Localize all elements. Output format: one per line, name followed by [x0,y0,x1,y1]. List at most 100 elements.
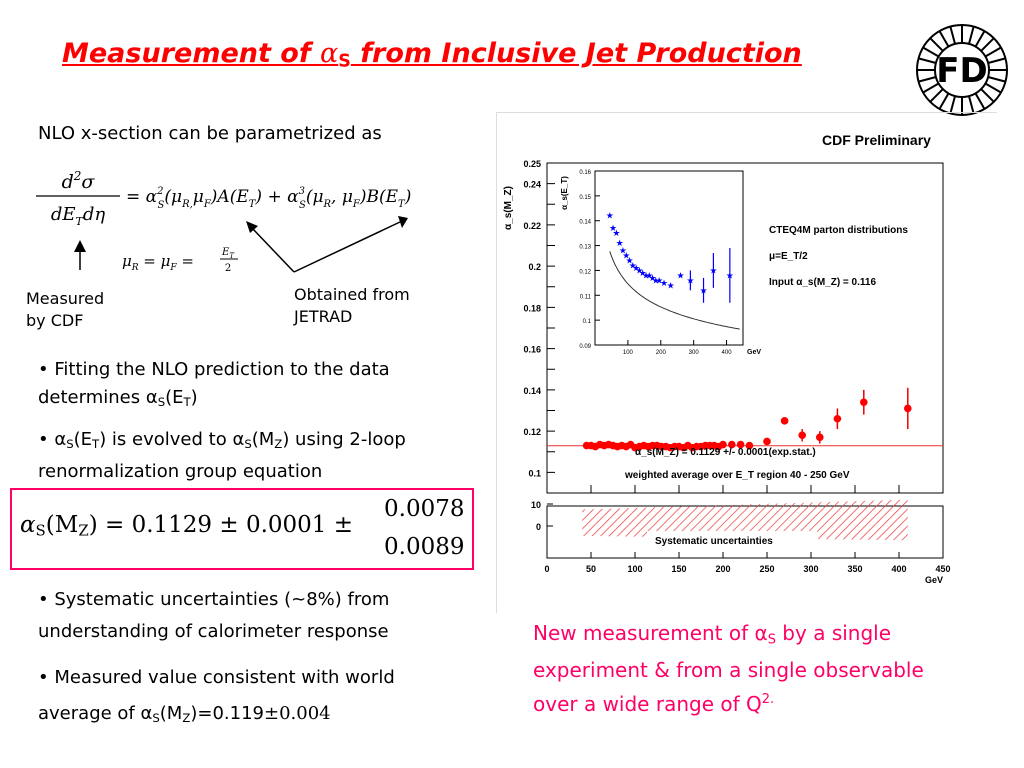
inset-x-tick-label: 300 [689,350,700,356]
inset-y-tick-label: 0.13 [579,245,591,251]
systematic-label-bg [647,531,817,547]
bullet-evolved-end: ) using 2-loop [282,429,406,450]
inset-data-point: ★ [606,212,614,222]
data-point [736,440,745,449]
annotation-arrows [74,216,408,273]
bullet-evolved-sub1: S [66,436,74,451]
data-point [780,417,789,425]
inset-frame [594,170,744,346]
bullet-world-text: average of α [38,703,153,724]
note-line1-a: New measurement of α [533,621,768,645]
sys-y-tick-label: 0 [536,522,541,532]
inset-data-point: ★ [622,252,630,262]
note-line3: over a wide range of Q2. [533,685,1013,719]
bullet-evolved-mid3: (M [251,429,275,450]
bullet-world-sub1: S [152,710,160,725]
sys-x-tick-label: 150 [671,564,686,574]
sys-x-tick-label: 50 [586,564,596,574]
bullet-fitting-sub: S [157,394,166,409]
logo-spoke [984,46,1002,58]
logo-spoke [922,82,940,94]
logo-spoke [987,76,1006,83]
result-arg-sub: Z [78,521,89,540]
result-err-down: 0.0089 [384,534,465,560]
conclusion-note: New measurement of αS by a single experi… [533,618,1013,719]
bullet-evolved-a: • α [38,429,67,450]
bullet-fitting-text: determines α [38,387,158,408]
bullet-evolved-sub2: T [92,436,100,451]
logo-letters: FD [936,51,987,91]
inset-data-point: ★ [629,261,637,271]
logo-spoke [929,88,944,103]
jetrad-label-line1: Obtained from [294,285,410,304]
data-point [798,431,806,440]
cdf-chart: CDF Preliminary 0.1 0.12 0.14 0.16 0.18 0.2 0.2… [503,132,951,585]
bullet-world-mid: (M [159,703,183,724]
title-alpha-sub: S [338,51,351,72]
note-line3-sup: 2. [761,692,775,708]
inset-x-tick-label: 400 [722,350,733,356]
fermilab-logo: FD [914,22,1010,118]
jetrad-label: Obtained from JETRAD [294,284,410,328]
inset-data-point: ★ [655,276,663,286]
bullet-world-val: )=0.119 [190,703,264,724]
note-line2: experiment & from a single observable [533,658,924,683]
logo-spoke [987,57,1006,64]
result-arg: (M [45,512,79,538]
inset-data-point: ★ [667,281,675,291]
y-tick-label: 0.12 [523,427,541,437]
sys-x-tick-label: 400 [891,564,906,574]
equation-svg: d2σ dETdη = α2 S(μR,μF)A(ET) + α3 S(μR, μF… [36,169,411,228]
bullet-systematic: • Systematic uncertainties (~8%) from un… [38,584,488,648]
logo-spoke [918,57,937,64]
sys-x-tick-label: 450 [935,564,950,574]
logo-spoke [938,92,950,110]
bullet-evolved-mid1: (E [73,429,93,450]
inset-data-point: ★ [642,271,650,281]
logo-spoke [929,37,944,52]
inset-y-tick-label: 0.16 [579,170,591,176]
inset-data-point: ★ [645,271,653,281]
inset-data-point: ★ [616,239,624,249]
measured-label: Measured by CDF [26,288,104,332]
y-tick-label: 0.24 [523,180,541,190]
result-formula-box: αS(MZ) = 0.1129 ± 0.0001 ± 0.0078 0.0089 [10,488,474,570]
logo-spoke [949,95,956,114]
inset-data-point: ★ [619,247,627,257]
bullet-evolved-sub4: Z [274,436,283,451]
inset-data-point: ★ [632,264,640,274]
inset-y-tick-label: 0.09 [579,344,591,350]
logo-spoke [918,76,937,83]
inset-data-point: ★ [660,279,668,289]
bullet-world-line2: average of αS(MZ)=0.119±0.004 [38,696,488,736]
bullet-world-line1: • Measured value consistent with world [38,667,395,688]
bullet-fitting: • Fitting the NLO prediction to the data… [38,356,488,416]
bullet-fitting-line2: determines αS(ET) [38,384,488,416]
slide-title: Measurement of αS from Inclusive Jet Pro… [62,38,892,71]
svg-text:2: 2 [225,263,231,274]
bullet-world-average: • Measured value consistent with world a… [38,660,488,736]
inset-x-tick-label: 100 [623,350,634,356]
measured-label-line1: Measured [26,289,105,308]
result-formula: αS(MZ) = 0.1129 ± 0.0001 ± [20,512,353,540]
systematic-band [582,499,908,541]
bullet-evolved-mid2: ) is evolved to α [99,429,245,450]
data-point [745,441,754,450]
inset-data-point: ★ [625,256,633,266]
title-alpha: α [320,38,339,69]
bullet-world-sub2: Z [182,710,191,725]
inset-data-point: ★ [649,274,657,284]
inset-data-point: ★ [635,266,643,276]
sys-x-tick-label: 300 [803,564,818,574]
data-point [816,433,824,442]
sys-x-tick-label: 0 [544,564,549,574]
inset-y-tick-label: 0.11 [580,294,592,300]
nlo-equation: d2σ dETdη = α2 S(μR,μF)A(ET) + α3 S(μR, μF… [30,168,490,238]
y-tick-label: 0.18 [523,303,541,313]
inset-data-point: ★ [639,269,647,279]
annotation-input: Input α_s(M_Z) = 0.116 [769,277,876,288]
inset-data-point: ★ [709,266,717,276]
inset-data-point: ★ [612,229,620,239]
inset-y-tick-label: 0.14 [579,220,591,226]
sys-x-label: GeV [925,575,943,585]
